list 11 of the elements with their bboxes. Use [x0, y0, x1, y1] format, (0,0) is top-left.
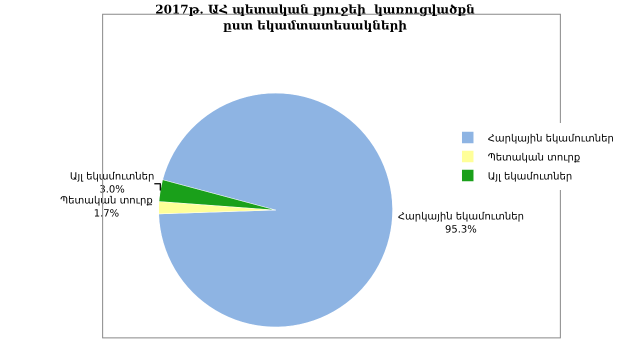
slice-label: Պետական տուրք	[60, 196, 153, 207]
slice-label: Հարկային եկամուտներ	[398, 212, 524, 223]
legend-label: Հարկային եկամուտներ	[488, 133, 614, 144]
legend-label: Այլ եկամուտներ	[488, 171, 572, 182]
pie-slice	[158, 92, 393, 328]
data-label: 3.0%	[99, 184, 125, 196]
data-label: 1.7%	[94, 208, 120, 220]
data-label: 95.3%	[444, 224, 477, 236]
slice-label: Այլ եկամուտներ	[70, 172, 154, 183]
legend-label: Պետական տուրք	[488, 152, 580, 164]
chart-title: 2017թ. ԱՀ պետական բյուջեի կառուցվածքն ըստ եկամտատեսակների	[155, 2, 476, 32]
